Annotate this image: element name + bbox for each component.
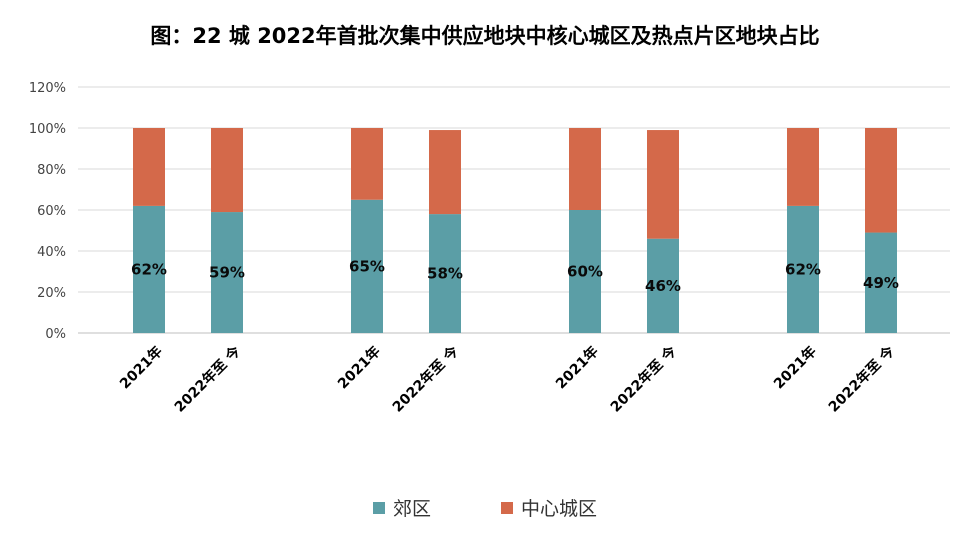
data-label: 62% — [131, 260, 167, 278]
bar-segment-core[interactable] — [787, 128, 819, 206]
y-tick-label: 0% — [45, 327, 66, 342]
legend-label-core: 中心城区 — [521, 498, 598, 520]
data-label: 49% — [863, 274, 899, 292]
x-tick-label: 2022年至 今 — [825, 343, 898, 416]
data-label: 60% — [567, 263, 603, 281]
chart-plot-area: 0% 20% 40% 60% 80% 100% 120% 62% 59% 65% 58% 60% 46… — [29, 81, 950, 416]
x-tick-label: 2021年 — [116, 343, 165, 392]
y-tick-label: 100% — [29, 122, 66, 137]
bar-segment-suburb[interactable] — [429, 214, 461, 333]
y-tick-label: 120% — [29, 81, 66, 96]
bar-segment-suburb[interactable] — [569, 210, 601, 333]
bar-segment-suburb[interactable] — [787, 205, 819, 333]
bar-segment-suburb[interactable] — [865, 232, 897, 333]
data-label: 46% — [645, 277, 681, 295]
legend: 郊区 中心城区 — [0, 494, 970, 521]
y-tick-label: 20% — [37, 286, 66, 301]
bar-segment-core[interactable] — [351, 128, 383, 200]
legend-item-core[interactable]: 中心城区 — [501, 494, 597, 521]
bar-segment-suburb[interactable] — [351, 199, 383, 333]
bar-segment-core[interactable] — [429, 130, 461, 215]
legend-swatch-core — [501, 501, 513, 514]
bar-segment-core[interactable] — [865, 128, 897, 233]
x-tick-label: 2022年至 今 — [607, 343, 680, 416]
x-tick-label: 2021年 — [334, 343, 383, 392]
bar-segment-core[interactable] — [133, 128, 165, 206]
y-tick-label: 80% — [37, 163, 66, 178]
y-tick-label: 40% — [37, 245, 66, 260]
bars — [133, 128, 897, 333]
y-tick-label: 60% — [37, 204, 66, 219]
data-label: 58% — [427, 265, 463, 283]
data-label: 62% — [785, 260, 821, 278]
legend-label-suburb: 郊区 — [392, 498, 431, 520]
chart-title: 图：22 城 2022年首批次集中供应地块中核心城区及热点片区地块占比 — [150, 24, 820, 48]
bar-segment-suburb[interactable] — [647, 238, 679, 333]
y-axis-ticks: 0% 20% 40% 60% 80% 100% 120% — [29, 81, 66, 342]
bar-segment-suburb[interactable] — [211, 212, 243, 333]
x-tick-label: 2022年至 今 — [389, 343, 462, 416]
legend-swatch-suburb — [372, 501, 385, 514]
x-tick-label: 2022年至 今 — [171, 343, 244, 416]
x-tick-label: 2021年 — [770, 343, 819, 392]
x-tick-label: 2021年 — [552, 343, 601, 392]
bar-segment-core[interactable] — [211, 128, 243, 213]
bar-segment-suburb[interactable] — [133, 205, 165, 333]
data-label: 59% — [209, 264, 245, 282]
data-labels: 62% 59% 65% 58% 60% 46% 62% 49% — [131, 257, 899, 294]
gridlines — [78, 86, 950, 334]
bar-segment-core[interactable] — [647, 130, 679, 239]
data-label: 65% — [349, 257, 385, 275]
legend-item-suburb[interactable]: 郊区 — [372, 494, 431, 521]
bar-segment-core[interactable] — [569, 128, 601, 210]
